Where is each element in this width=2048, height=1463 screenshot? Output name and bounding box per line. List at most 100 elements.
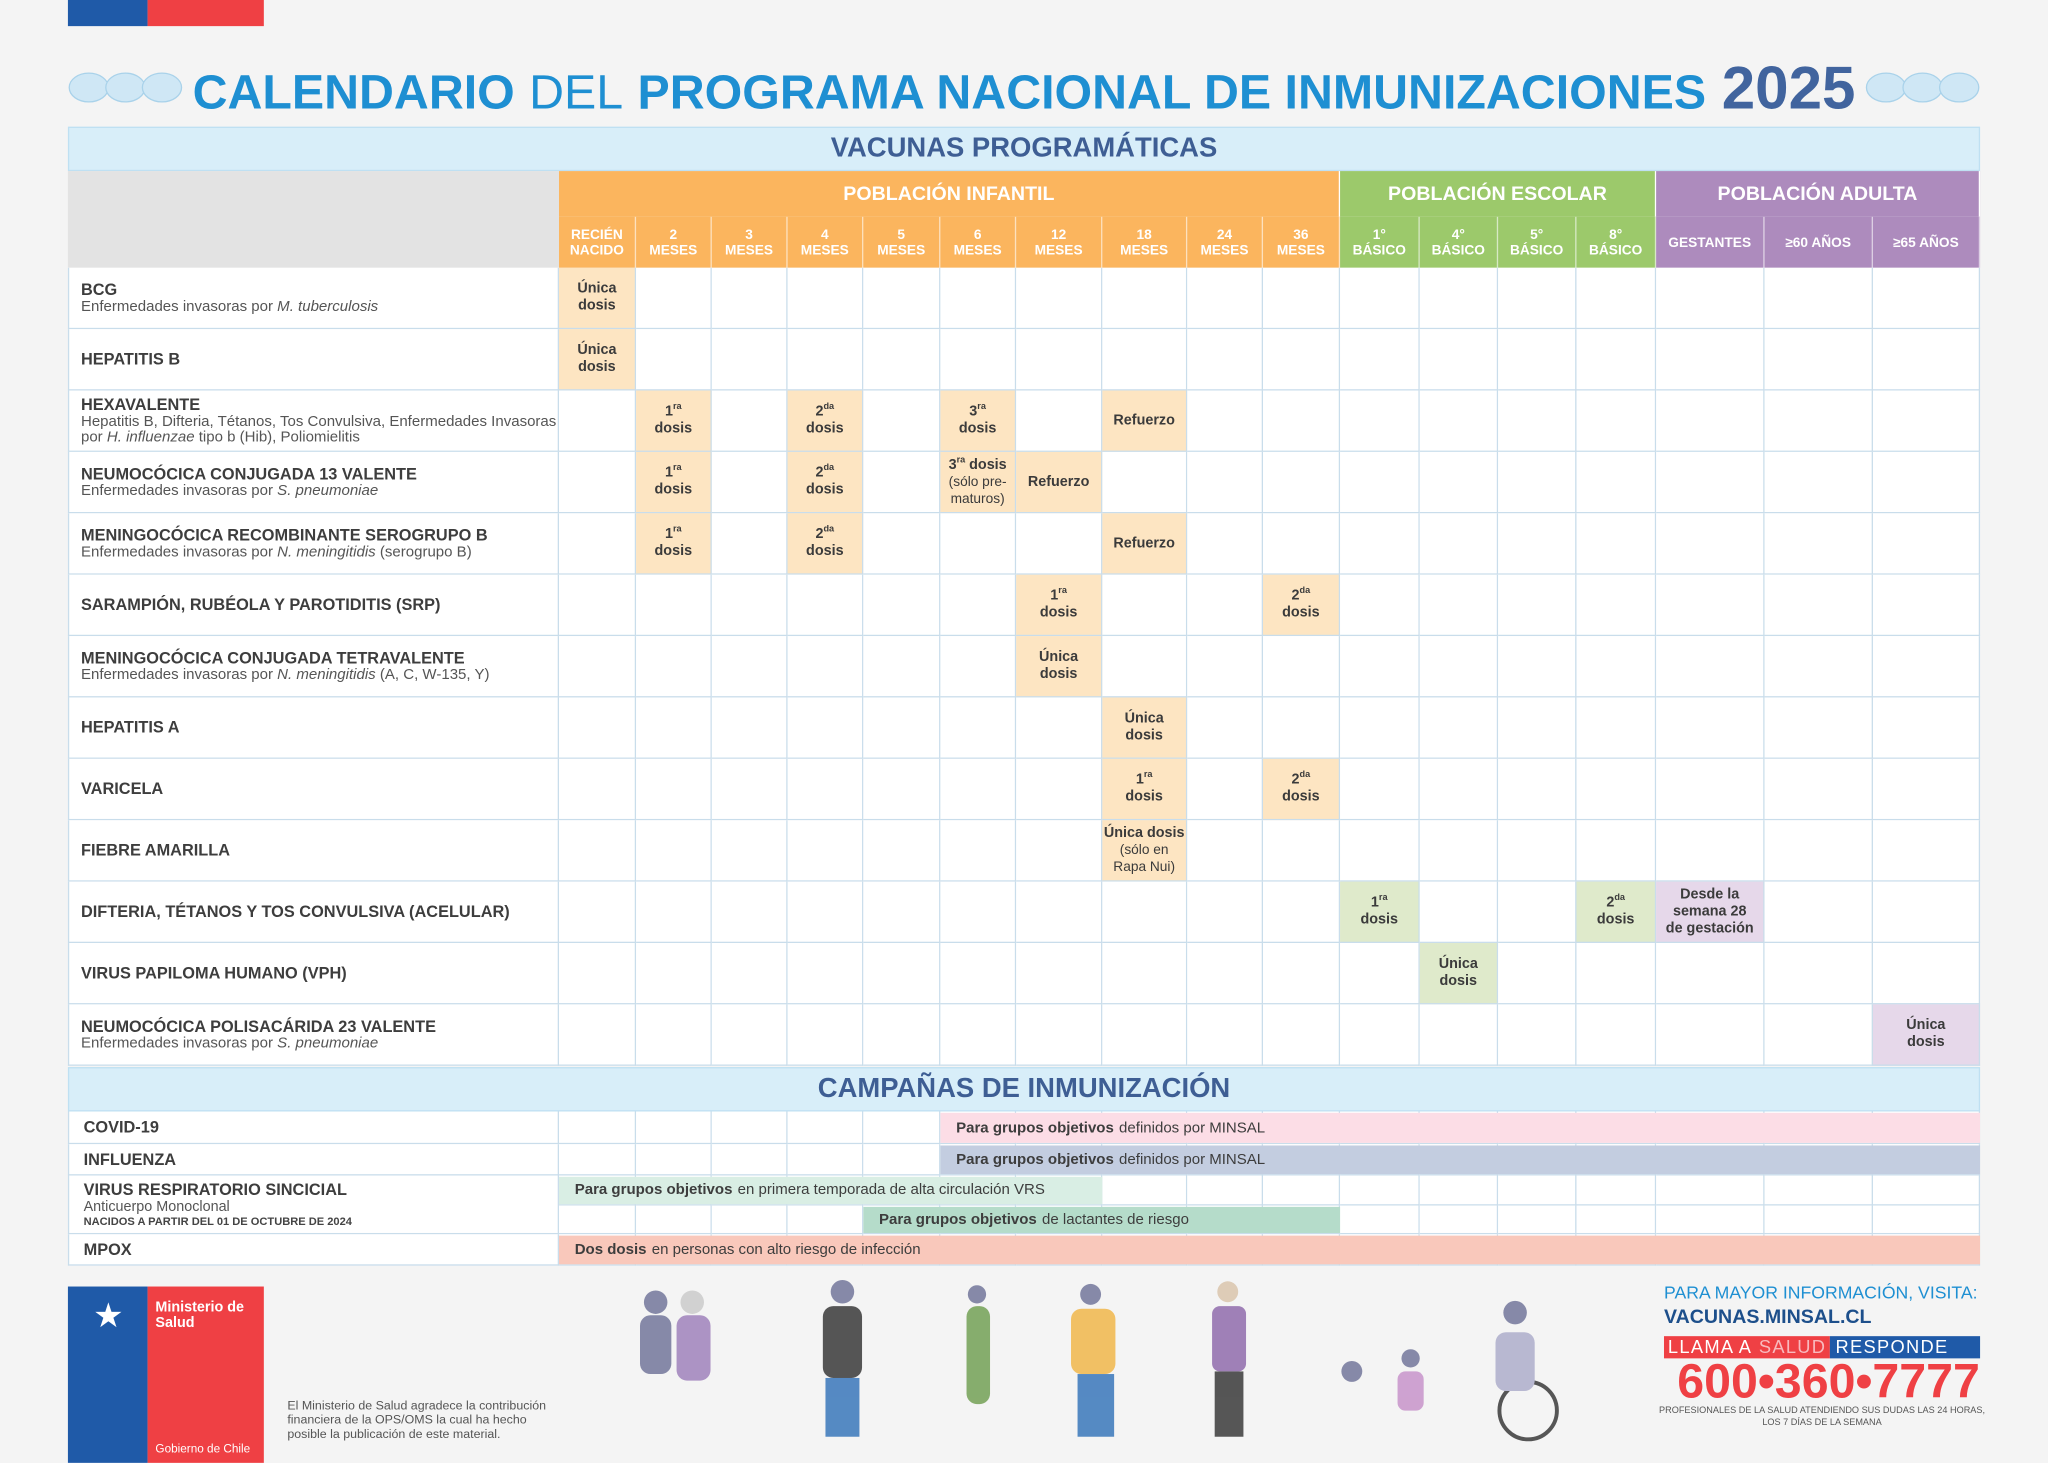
empty-cell: [711, 513, 788, 575]
column-header-line: 2: [669, 226, 678, 243]
campaign-bar-bold: Para grupos objetivos: [956, 1119, 1114, 1136]
dose-cell: Única dosis: [559, 329, 637, 391]
column-header: 4 MESES: [787, 216, 864, 268]
description-part: Enfermedades invasoras por: [80, 483, 278, 499]
dose-cell: 1ra dosis: [1016, 574, 1103, 637]
description-part: N. meningitidis: [277, 667, 376, 684]
dose-line: Refuerzo: [1113, 412, 1175, 428]
campaign-bar-text: de lactantes de riesgo: [1041, 1211, 1189, 1228]
empty-cell: [1187, 943, 1264, 1005]
empty-cell: [1419, 820, 1499, 882]
empty-cell: [1872, 390, 1981, 452]
call-text: SALUD: [1758, 1336, 1827, 1358]
empty-cell: [1498, 1175, 1577, 1205]
empty-cell: [711, 758, 788, 821]
dose-cell: Única dosis: [1419, 943, 1499, 1005]
empty-cell: [1498, 881, 1577, 944]
vaccine-label: FIEBRE AMARILLA: [67, 820, 560, 882]
empty-cell: [787, 1111, 864, 1145]
empty-cell: [1340, 1175, 1420, 1205]
empty-cell: [1764, 758, 1873, 821]
empty-cell: [1187, 881, 1264, 944]
description-part: Hepatitis B, Difteria, Tétanos, Tos Conv…: [80, 414, 557, 446]
empty-cell: [1263, 697, 1341, 759]
empty-cell: [1498, 1204, 1577, 1235]
vaccine-label: DIFTERIA, TÉTANOS Y TOS CONVULSIVA (ACEL…: [67, 881, 560, 944]
description-part: tipo b (Hib), Poliomielitis: [194, 429, 360, 446]
empty-cell: [787, 329, 864, 391]
dose-text: dosis: [654, 481, 693, 498]
empty-cell: [1419, 636, 1499, 698]
dose-line: 2da: [1606, 893, 1625, 912]
acknowledgement-line: El Ministerio de Salud agradece la contr…: [287, 1398, 546, 1414]
empty-cell: [863, 636, 941, 698]
dose-cell: Única dosis: [1016, 636, 1103, 698]
empty-cell: [1872, 451, 1981, 514]
empty-cell: [636, 943, 712, 1005]
empty-cell: [1576, 1175, 1657, 1205]
empty-cell: [1187, 697, 1264, 759]
column-header: 24 MESES: [1187, 216, 1264, 268]
dose-ordinal-suffix: da: [823, 402, 835, 412]
empty-cell: [940, 881, 1017, 944]
empty-cell: [559, 758, 637, 821]
empty-cell: [1764, 329, 1873, 391]
vaccine-name: HEPATITIS A: [80, 718, 180, 737]
empty-cell: [1340, 758, 1420, 821]
empty-cell: [863, 574, 941, 637]
dose-ordinal: 3: [969, 403, 978, 420]
campaign-bar-bold: Dos dosis: [574, 1242, 647, 1258]
dose-line: dosis: [578, 359, 616, 375]
empty-cell: [1764, 881, 1873, 944]
column-header-line: 5: [897, 226, 906, 243]
empty-cell: [636, 1004, 712, 1066]
dose-line: Única: [577, 280, 617, 297]
empty-cell: [1872, 1204, 1981, 1235]
empty-cell: [1016, 943, 1103, 1005]
decoration-left: [68, 72, 183, 103]
dose-line: 1ra: [1050, 586, 1067, 605]
dose-line: Única: [577, 342, 617, 358]
dose-cell: 1ra dosis: [636, 513, 712, 575]
empty-cell: [636, 574, 712, 637]
column-header-line: GESTANTES: [1668, 234, 1752, 251]
dose-line: 3ra dosis: [948, 455, 1007, 473]
empty-cell: [1576, 697, 1657, 759]
empty-cell: [863, 1144, 941, 1176]
empty-cell: [1764, 267, 1873, 330]
description-part: S. pneumoniae: [277, 483, 379, 499]
empty-cell: [1656, 267, 1765, 330]
call-text: RESPONDE: [1830, 1336, 1981, 1359]
column-header: 12 MESES: [1016, 216, 1103, 268]
column-header-line: BÁSICO: [1588, 242, 1643, 258]
column-header: 2 MESES: [636, 216, 712, 268]
vaccine-label: VIRUS PAPILOMA HUMANO (VPH): [67, 943, 560, 1005]
empty-cell: [1764, 451, 1873, 514]
dose-line: 2da: [1292, 586, 1311, 605]
empty-cell: [1764, 1204, 1873, 1235]
dose-cell: 1ra dosis: [636, 390, 712, 452]
empty-cell: [1263, 636, 1341, 698]
column-header-line: MESES: [877, 242, 926, 258]
dose-line: dosis: [1439, 973, 1478, 989]
empty-cell: [1263, 943, 1341, 1005]
campaign-bar-bold: Para grupos objetivos: [956, 1151, 1114, 1168]
empty-cell: [711, 451, 788, 514]
description-part: (serogrupo B): [375, 544, 472, 561]
column-header-line: MESES: [1200, 242, 1249, 258]
dose-line: 1ra: [1136, 771, 1153, 789]
empty-cell: [787, 636, 864, 698]
dose-ordinal: 3: [948, 456, 957, 473]
empty-cell: [711, 267, 788, 330]
column-header-line: 12: [1050, 226, 1067, 243]
empty-cell: [940, 574, 1017, 637]
empty-cell: [711, 390, 788, 452]
empty-cell: [1498, 1004, 1577, 1066]
column-header: 5° BÁSICO: [1498, 216, 1577, 268]
empty-cell: [636, 697, 712, 759]
dose-text: dosis: [1282, 788, 1320, 805]
vaccine-name: DIFTERIA, TÉTANOS Y TOS CONVULSIVA (ACEL…: [80, 902, 510, 921]
empty-cell: [1872, 820, 1981, 882]
empty-cell: [1576, 329, 1657, 391]
dose-ordinal: 2: [1291, 771, 1300, 788]
